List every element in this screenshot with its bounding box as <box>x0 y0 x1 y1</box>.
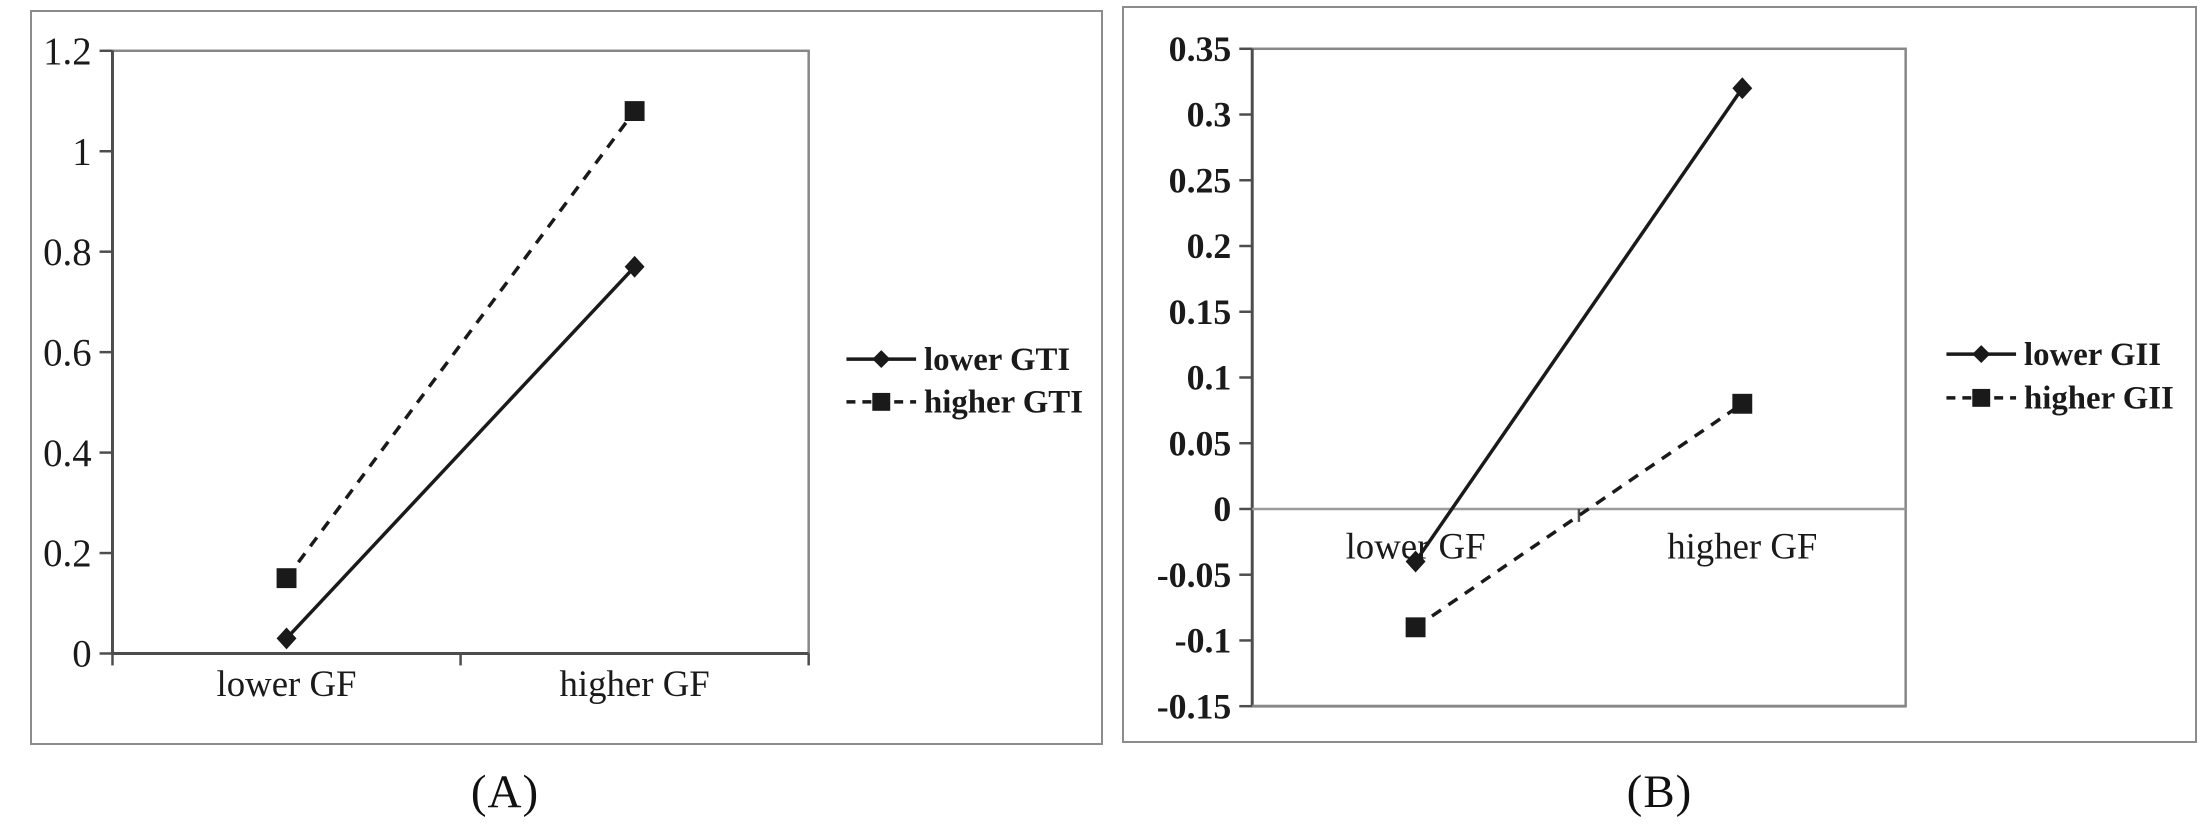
y-tick-label: 0.05 <box>1169 423 1232 463</box>
series-higher-GII <box>1405 393 1753 638</box>
series-higher-GTI <box>276 101 645 589</box>
x-axis <box>111 651 810 666</box>
y-tick-label: 0.8 <box>43 231 91 274</box>
panel-b: 0.35 0.3 0.25 0.2 0.15 0.1 0.05 0 -0.05 -0.1 -0.15… <box>1122 6 2197 743</box>
y-tick-label: -0.15 <box>1157 686 1232 726</box>
plot-frame <box>1250 47 1907 708</box>
series-lower-GII <box>1405 77 1753 573</box>
legend: lower GTI higher GTI <box>846 342 1083 421</box>
zero-line-group <box>1252 507 1906 522</box>
y-tick-label: 0.4 <box>43 432 91 475</box>
series-line <box>285 265 636 640</box>
y-tick-label: 1.2 <box>43 30 91 73</box>
y-tick-label: 1 <box>72 130 91 173</box>
plot-area-border <box>1250 47 1907 708</box>
y-tick-label: 0.35 <box>1169 29 1232 69</box>
y-tick-label: -0.05 <box>1157 555 1232 595</box>
square-marker <box>1732 393 1753 414</box>
y-tick-label: 0.3 <box>1187 95 1232 135</box>
y-axis: 1.2 1 0.8 0.6 0.4 0.2 0 <box>43 30 114 676</box>
legend: lower GII higher GII <box>1946 337 2174 417</box>
legend-diamond-marker <box>872 350 891 369</box>
legend-label: higher GTI <box>924 385 1083 421</box>
series-line <box>1414 87 1744 563</box>
x-category-labels: lower GF higher GF <box>217 663 710 704</box>
legend-entry: higher GTI <box>846 385 1083 421</box>
plot-area-border <box>111 49 810 655</box>
panel-a: 1.2 1 0.8 0.6 0.4 0.2 0 lower GF higher GF lower … <box>30 10 1103 745</box>
legend-entry: lower GTI <box>846 342 1070 378</box>
legend-square-marker <box>1972 388 1991 407</box>
y-tick-label: 0 <box>72 633 91 676</box>
caption-b: (B) <box>1626 766 1693 818</box>
series-line <box>1414 402 1744 629</box>
legend-label: lower GTI <box>924 342 1070 378</box>
y-axis: 0.35 0.3 0.25 0.2 0.15 0.1 0.05 0 -0.05 -0.1 -0.15 <box>1157 29 1254 726</box>
y-tick-label: 0.2 <box>43 532 91 575</box>
series-lower-GTI <box>276 255 645 650</box>
square-marker <box>624 101 645 122</box>
diamond-marker <box>1405 550 1426 573</box>
y-tick-label: 0.25 <box>1169 160 1232 200</box>
y-tick-label: 0.1 <box>1187 358 1232 398</box>
y-tick-label: 0.6 <box>43 331 91 374</box>
plot-frame <box>111 49 810 655</box>
series-line <box>285 110 637 580</box>
y-tick-label: 0.15 <box>1169 292 1232 332</box>
square-marker <box>1405 617 1426 638</box>
caption-a: (A) <box>470 766 540 818</box>
x-category-label: lower GF <box>217 663 357 704</box>
x-category-label: higher GF <box>560 663 710 704</box>
legend-entry: lower GII <box>1946 337 2161 373</box>
y-tick-label: 0 <box>1213 489 1231 529</box>
legend-diamond-marker <box>1972 345 1991 364</box>
x-category-label: higher GF <box>1667 526 1817 567</box>
legend-label: lower GII <box>2024 337 2161 373</box>
legend-entry: higher GII <box>1946 381 2174 417</box>
y-tick-label: 0.2 <box>1187 226 1232 266</box>
square-marker <box>276 568 297 589</box>
chart-b: 0.35 0.3 0.25 0.2 0.15 0.1 0.05 0 -0.05 -0.1 -0.15… <box>1157 29 2174 726</box>
legend-label: higher GII <box>2024 381 2174 417</box>
legend-square-marker <box>872 392 891 411</box>
y-tick-label: -0.1 <box>1175 621 1232 661</box>
